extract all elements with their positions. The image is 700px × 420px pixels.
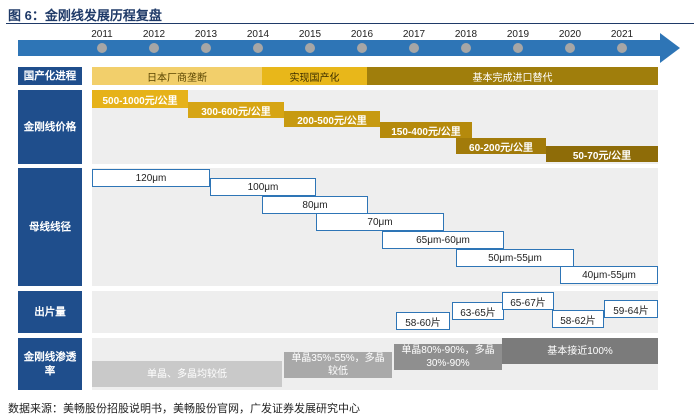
timeline-dot-icon xyxy=(149,43,159,53)
diameter-item: 80μm xyxy=(262,196,368,214)
price-item: 200-500元/公里 xyxy=(284,111,380,127)
penetration-item: 基本接近100% xyxy=(502,338,658,364)
timeline-dot-icon xyxy=(513,43,523,53)
timeline-year-label: 2014 xyxy=(246,29,270,40)
timeline-year-label: 2021 xyxy=(610,29,634,40)
diameter-item: 100μm xyxy=(210,178,316,196)
timeline-year-label: 2012 xyxy=(142,29,166,40)
timeline xyxy=(18,26,680,66)
timeline-year-label: 2015 xyxy=(298,29,322,40)
price-item: 60-200元/公里 xyxy=(456,138,546,154)
timeline-year-label: 2016 xyxy=(350,29,374,40)
timeline-dot-icon xyxy=(253,43,263,53)
diameter-item: 65μm-60μm xyxy=(382,231,504,249)
timeline-year-label: 2013 xyxy=(194,29,218,40)
timeline-arrow-icon xyxy=(18,33,680,63)
yield-item: 63-65片 xyxy=(452,302,504,320)
timeline-dot-icon xyxy=(617,43,627,53)
timeline-dot-icon xyxy=(305,43,315,53)
domestic-segment-localized: 实现国产化 xyxy=(262,67,367,85)
source-note: 数据来源：美畅股份招股说明书，美畅股份官网，广发证券发展研究中心 xyxy=(8,403,360,415)
timeline-dot-icon xyxy=(201,43,211,53)
penetration-item: 单晶、多晶均较低 xyxy=(92,361,282,387)
domestic-segment-replaced: 基本完成进口替代 xyxy=(367,67,658,85)
row-label-price: 金刚线价格 xyxy=(18,90,82,164)
price-item: 50-70元/公里 xyxy=(546,146,658,162)
timeline-year-label: 2018 xyxy=(454,29,478,40)
price-item: 500-1000元/公里 xyxy=(92,90,188,108)
timeline-year-label: 2020 xyxy=(558,29,582,40)
timeline-year-label: 2011 xyxy=(91,29,113,40)
row-label-penetration: 金刚线渗透率 xyxy=(18,338,82,390)
row-label-domestic: 国产化进程 xyxy=(18,67,82,85)
timeline-dot-icon xyxy=(357,43,367,53)
timeline-dot-icon xyxy=(409,43,419,53)
page-title: 图 6：金刚线发展历程复盘 xyxy=(8,8,162,23)
title-divider xyxy=(6,23,694,24)
diameter-item: 70μm xyxy=(316,213,444,231)
penetration-item: 单晶35%-55%，多晶较低 xyxy=(284,352,392,378)
penetration-item: 单晶80%-90%，多晶30%-90% xyxy=(394,344,502,370)
domestic-segment-japan: 日本厂商垄断 xyxy=(92,67,262,85)
yield-item: 58-60片 xyxy=(396,312,450,330)
timeline-year-label: 2019 xyxy=(506,29,530,40)
diameter-item: 50μm-55μm xyxy=(456,249,574,267)
row-label-yield: 出片量 xyxy=(18,291,82,333)
row-label-diameter: 母线线径 xyxy=(18,168,82,286)
timeline-dot-icon xyxy=(97,43,107,53)
price-item: 300-600元/公里 xyxy=(188,102,284,118)
timeline-dot-icon xyxy=(461,43,471,53)
timeline-dot-icon xyxy=(565,43,575,53)
price-item: 150-400元/公里 xyxy=(380,122,472,138)
diameter-item: 120μm xyxy=(92,169,210,187)
diameter-item: 40μm-55μm xyxy=(560,266,658,284)
timeline-year-label: 2017 xyxy=(402,29,426,40)
yield-item: 59-64片 xyxy=(604,300,658,318)
yield-item: 65-67片 xyxy=(502,292,554,310)
yield-item: 58-62片 xyxy=(552,310,604,328)
